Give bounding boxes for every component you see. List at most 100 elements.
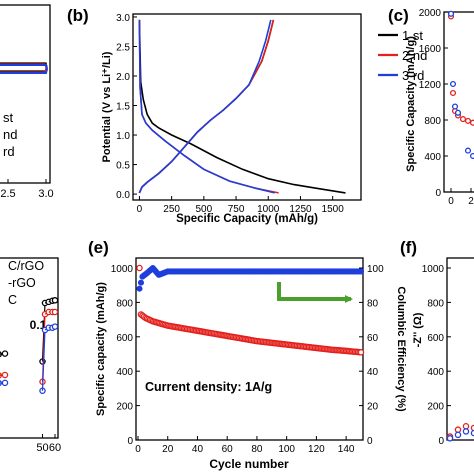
panel-f: (f) 0 200 400 600 800 1000 -Z'' (Ω) [400, 238, 474, 447]
panel-b-series-1-charge [138, 19, 275, 194]
panel-c-point-2 [449, 80, 457, 88]
panel-c-point-2 [454, 109, 462, 116]
panel-b-series-1-discharge [138, 19, 346, 194]
panel-c-points [447, 10, 474, 160]
panel-f-y-axis-label: -Z'' (Ω) [412, 312, 424, 347]
panel-e-right-y-tick-label: 40 [367, 367, 379, 378]
panel-e-x-tick-label: 0 [135, 444, 141, 455]
panel-b-x-tick-label: 0 [137, 204, 143, 215]
panel-e-y-tick-label: 0 [127, 436, 133, 447]
panel-f-y-tick-label: 1000 [422, 264, 445, 275]
panel-c-y-tick-label: 1600 [419, 44, 442, 55]
panel-f-y-tick-label: 600 [427, 333, 444, 344]
panel-d-x-tick-label: 60 [49, 442, 61, 454]
panel-d-x-ticks: 50 60 [36, 434, 61, 454]
panel-e-x-tick-label: 40 [192, 444, 204, 455]
panel-f-y-tick-label: 0 [438, 436, 444, 447]
panel-e-y-tick-label: 400 [116, 367, 133, 378]
panel-c-point-2 [451, 103, 459, 110]
panel-d-points [0, 297, 59, 394]
panel-b-y-tick-label: 2.5 [116, 42, 130, 53]
panel-a-x-tick-label: 2.5 [0, 188, 15, 200]
panel-c-point-2 [464, 147, 472, 154]
panel-b-label: (b) [67, 6, 89, 25]
panel-e-capacity-points [136, 264, 365, 356]
panel-c-frame [443, 11, 474, 193]
panel-e-x-ticks: 0 20 40 60 80 100 120 140 [135, 436, 355, 455]
panel-b-x-tick-label: 1250 [289, 204, 312, 215]
panel-e-y-ticks: 0 200 400 600 800 1000 [111, 264, 140, 447]
panel-e-x-tick-label: 80 [251, 444, 263, 455]
panel-e-efficiency-points [136, 264, 365, 292]
panel-e-x-tick-label: 60 [222, 444, 234, 455]
panel-e-label: (e) [88, 238, 109, 257]
panel-e-capacity-point [136, 264, 143, 272]
panel-e-y-tick-label: 200 [116, 402, 133, 413]
panel-a: st nd rd 2.5 3.0 [0, 4, 54, 200]
panel-d-legend-label: C/rGO [8, 259, 44, 273]
panel-c-point-1 [469, 119, 474, 126]
panel-e-efficiency-point [137, 279, 145, 286]
panel-d-frame [0, 257, 59, 439]
panel-e-efficiency-point [357, 268, 365, 275]
panel-b-y-tick-label: 1.0 [116, 131, 130, 142]
panel-c-point-2 [447, 10, 455, 17]
panel-e: (e) 0 20 40 60 80 100 120 140 02004006008001000… [88, 238, 407, 471]
panel-b-legend-label: 2 nd [402, 48, 427, 63]
panel-b-legend-label: 3 rd [402, 68, 424, 83]
panel-d-point-1 [51, 297, 59, 304]
panel-c-y-tick-label: 0 [435, 188, 441, 199]
panel-e-right-y-tick-label: 80 [367, 298, 379, 309]
panel-b-x-tick-label: 250 [163, 204, 180, 215]
panel-c-y-tick-label: 2000 [419, 8, 442, 19]
panel-e-right-y-tick-label: 0 [367, 436, 373, 447]
panel-e-right-y-tick-label: 100 [367, 264, 384, 275]
panel-b-y-ticks: 0.0 0.5 1.0 1.5 2.0 2.5 3.0 [116, 13, 137, 201]
panel-e-x-axis-label: Cycle number [209, 457, 289, 471]
panel-e-frame [135, 257, 364, 441]
panel-e-x-tick-label: 20 [162, 444, 174, 455]
panel-a-legend-item: nd [3, 127, 17, 142]
panel-e-current-density-note: Current density: 1A/g [145, 380, 272, 394]
panel-f-point-2 [462, 428, 470, 435]
panel-a-legend-item: rd [3, 144, 15, 159]
panel-f-y-tick-label: 400 [427, 367, 444, 378]
panel-b-series-3-charge [138, 19, 272, 194]
panel-a-legend-item: st [3, 110, 14, 125]
panel-b-legend-label: 1 st [402, 28, 423, 43]
panel-e-efficiency-point [136, 285, 143, 292]
panel-c-y-axis-label: Specific Capacity (mAh/g) [405, 36, 417, 172]
panel-b: (b) 0 250 500 750 1000 1250 1500 0.0 0.5 1.0 1.5 2… [67, 6, 427, 225]
panel-d-point-2 [1, 371, 9, 379]
panel-e-right-y-tick-label: 60 [367, 333, 379, 344]
panel-b-series-2-discharge [138, 19, 279, 194]
panel-c-point-1 [459, 116, 467, 123]
panel-f-point-1 [454, 426, 462, 433]
panel-e-right-y-tick-label: 20 [367, 402, 379, 413]
panel-c-label: (c) [388, 6, 409, 25]
panel-e-green-arrow [277, 282, 353, 303]
panel-a-frame [0, 4, 51, 184]
panel-e-right-y-ticks: 0 20 40 60 80 100 [359, 264, 384, 447]
panel-b-y-tick-label: 3.0 [116, 13, 130, 24]
panel-b-x-ticks: 0 250 500 750 1000 1250 1500 [137, 196, 344, 215]
panel-c-point-1 [449, 89, 457, 97]
panel-a-x-tick-label: 3.0 [38, 188, 53, 200]
panel-f-frame [446, 257, 474, 441]
panel-d-legend-label: C [8, 293, 17, 307]
panel-a-legend: st nd rd [3, 110, 17, 159]
panel-e-x-tick-label: 100 [278, 444, 295, 455]
panel-e-x-tick-label: 140 [338, 444, 355, 455]
panel-b-y-tick-label: 2.0 [116, 72, 130, 83]
panel-c-x-tick-label: 2 [468, 196, 474, 207]
panel-e-capacity-point [357, 349, 365, 356]
panel-f-y-tick-label: 200 [427, 402, 444, 413]
panel-c-point-2 [469, 152, 474, 160]
panel-e-right-y-axis-label: Columbic Efficiency (%) [395, 286, 407, 412]
panel-f-point-2 [446, 435, 454, 442]
panel-d-legend: C/rGO -rGO C [8, 259, 44, 307]
panel-b-lines [138, 19, 346, 194]
